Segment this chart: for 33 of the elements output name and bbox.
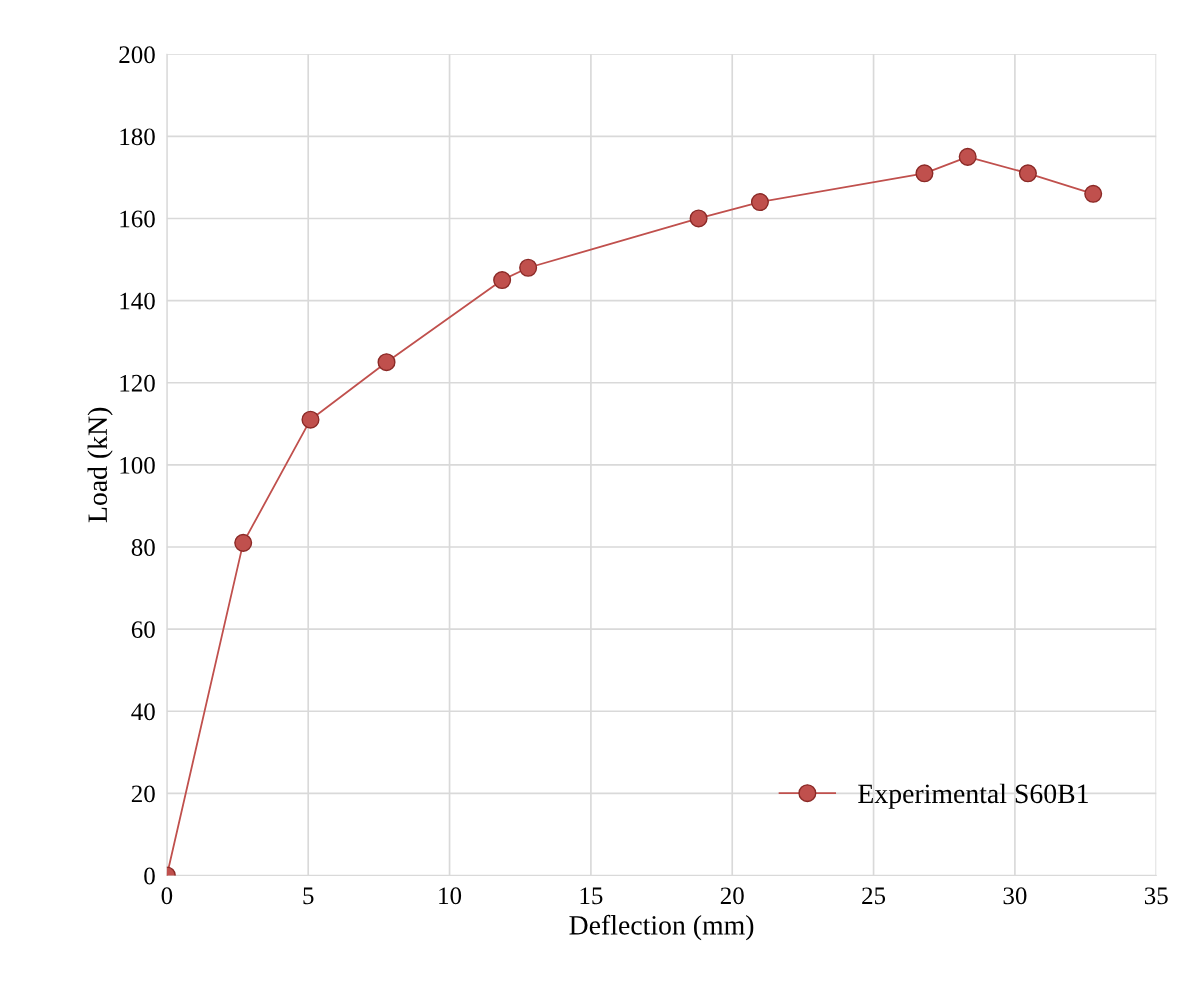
y-tick-label: 140 xyxy=(120,292,155,310)
x-tick-label: 5 xyxy=(303,887,314,905)
x-tick-label: 10 xyxy=(439,887,462,905)
legend-label: Experimental S60B1 xyxy=(858,783,1088,809)
y-tick-label: 120 xyxy=(120,374,155,392)
y-tick-label: 0 xyxy=(144,867,155,885)
point xyxy=(493,271,512,290)
y-tick-label: 20 xyxy=(131,785,155,803)
y-tick-label: 160 xyxy=(120,210,155,228)
point xyxy=(301,410,320,429)
point xyxy=(750,193,769,212)
y-tick-label: 180 xyxy=(120,128,155,146)
x-tick-label: 25 xyxy=(862,887,886,905)
point xyxy=(234,533,253,552)
y-tick-label: 40 xyxy=(131,703,155,721)
point xyxy=(1084,184,1103,203)
x-tick-label: 0 xyxy=(161,887,173,905)
x-tick-label: 30 xyxy=(1003,887,1027,905)
y-axis-title: Load (kN) xyxy=(87,407,113,523)
x-axis-title: Deflection (mm) xyxy=(569,914,754,941)
y-tick-label: 100 xyxy=(120,456,155,474)
point xyxy=(915,164,934,183)
y-tick-label: 80 xyxy=(131,539,155,556)
x-tick-label: 15 xyxy=(580,887,603,905)
x-tick-label: 20 xyxy=(720,887,744,905)
point xyxy=(958,147,977,166)
point xyxy=(689,209,708,228)
x-tick-label: 35 xyxy=(1144,887,1168,905)
point xyxy=(377,353,396,372)
point xyxy=(519,258,538,277)
y-tick-label: 60 xyxy=(131,621,155,639)
y-tick-label: 200 xyxy=(119,46,155,64)
point xyxy=(1018,164,1037,183)
